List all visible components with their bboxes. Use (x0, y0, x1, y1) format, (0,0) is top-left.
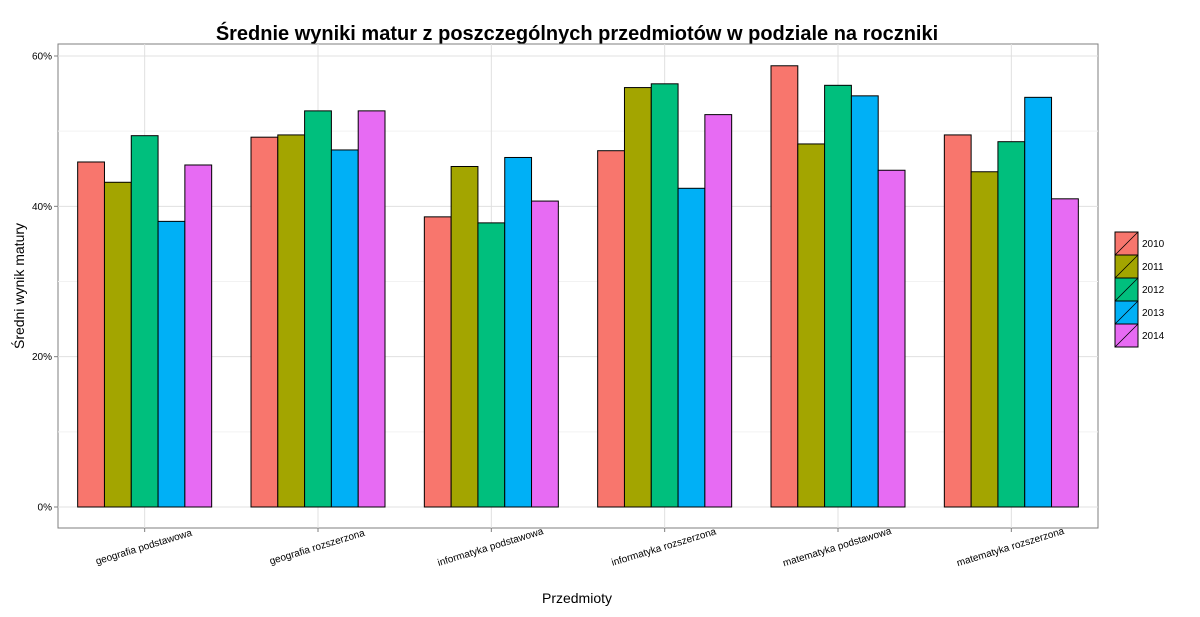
bar (330, 149, 359, 508)
bar (1051, 198, 1079, 508)
bar (943, 134, 972, 508)
legend-key-slash (1114, 300, 1139, 325)
bar (304, 110, 332, 508)
bar (157, 220, 186, 508)
bar (877, 169, 906, 508)
bar (677, 187, 706, 508)
legend-key-slash (1114, 323, 1139, 348)
x-tick-label: geografia podstawowa (94, 528, 193, 568)
legend-label: 2013 (1142, 308, 1165, 319)
bars (77, 65, 1079, 508)
plot-panel (57, 43, 1099, 529)
legend-label: 2010 (1142, 239, 1165, 250)
x-tick-label: informatyka podstawowa (436, 526, 545, 569)
bar (850, 95, 879, 508)
bar (824, 84, 852, 508)
bar (997, 141, 1026, 508)
bar (531, 200, 559, 508)
bar (970, 171, 999, 508)
bar (623, 87, 652, 508)
legend-key-slash (1114, 254, 1139, 279)
bar (704, 114, 733, 508)
bar (357, 110, 386, 508)
y-axis: 0% 20% 40% 60% (32, 52, 58, 514)
legend-key-slash (1114, 277, 1139, 302)
bar (1024, 96, 1053, 508)
chart-title: Średnie wyniki matur z poszczególnych pr… (216, 21, 938, 45)
bar (423, 216, 452, 508)
legend-label: 2012 (1142, 285, 1165, 296)
legend-key-slash (1114, 231, 1139, 256)
x-tick-label: informatyka rozszerzona (610, 526, 718, 568)
bar (650, 83, 679, 508)
bar (77, 161, 105, 508)
bar (477, 222, 506, 508)
x-axis: geografia podstawowa geografia rozszerzon… (94, 526, 1066, 570)
bar (103, 181, 132, 508)
bar (277, 134, 306, 508)
y-tick-label: 20% (32, 352, 52, 363)
bar (450, 165, 479, 508)
bar (770, 65, 799, 508)
y-tick-label: 40% (32, 202, 52, 213)
bar (250, 136, 279, 508)
legend-label: 2014 (1142, 331, 1165, 342)
x-tick-label: matematyka rozszerzona (956, 526, 1066, 569)
bar (597, 150, 625, 508)
bar (504, 156, 533, 508)
bar (130, 135, 159, 508)
x-tick-label: matematyka podstawowa (782, 526, 894, 570)
legend: 2010 2011 2012 2013 2014 (1114, 231, 1165, 348)
y-axis-title: Średni wynik matury (10, 223, 27, 349)
y-tick-label: 0% (38, 503, 53, 514)
x-tick-label: geografia rozszerzona (268, 528, 366, 568)
legend-label: 2011 (1142, 262, 1164, 273)
y-tick-label: 60% (32, 52, 52, 63)
x-axis-title: Przedmioty (542, 590, 612, 606)
bar (184, 164, 213, 508)
bar (797, 143, 826, 508)
